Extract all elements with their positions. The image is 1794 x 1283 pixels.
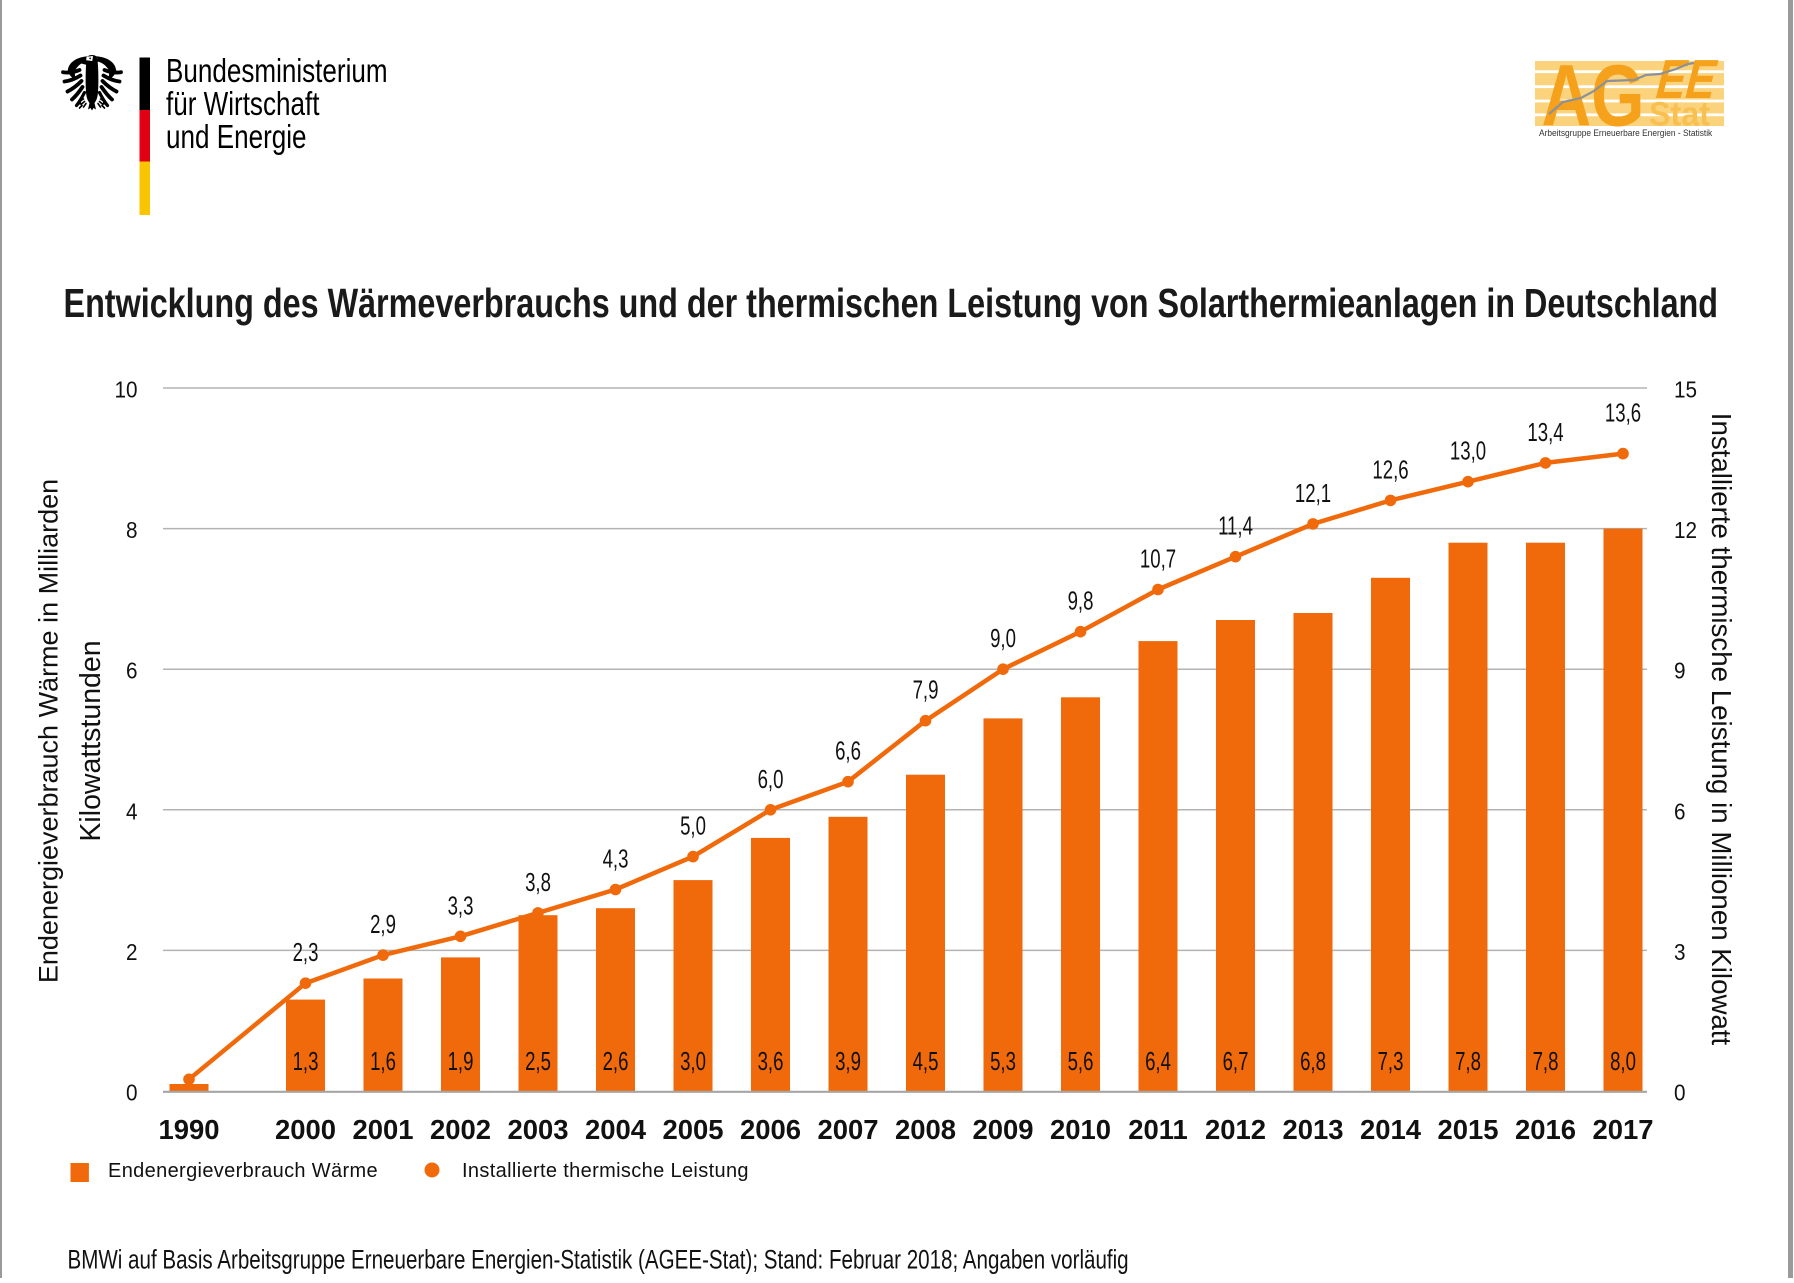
svg-text:5,3: 5,3 bbox=[990, 1047, 1016, 1076]
svg-text:2011: 2011 bbox=[1128, 1114, 1188, 1145]
svg-text:Arbeitsgruppe Erneuerbare Ener: Arbeitsgruppe Erneuerbare Energien - Sta… bbox=[1539, 128, 1713, 138]
svg-text:7,9: 7,9 bbox=[913, 676, 939, 705]
svg-text:2002: 2002 bbox=[430, 1114, 491, 1145]
svg-text:Entwicklung des Wärmeverbrauch: Entwicklung des Wärmeverbrauchs und der … bbox=[64, 280, 1719, 326]
svg-text:2012: 2012 bbox=[1205, 1114, 1266, 1145]
svg-text:2015: 2015 bbox=[1437, 1114, 1498, 1145]
svg-text:3: 3 bbox=[1674, 939, 1686, 965]
svg-text:2,3: 2,3 bbox=[293, 938, 319, 967]
svg-text:2001: 2001 bbox=[352, 1114, 413, 1145]
svg-text:2: 2 bbox=[126, 939, 138, 965]
svg-text:BMWi auf Basis Arbeitsgruppe E: BMWi auf Basis Arbeitsgruppe Erneuerbare… bbox=[68, 1245, 1129, 1275]
svg-text:Bundesministerium: Bundesministerium bbox=[166, 53, 388, 90]
svg-text:8: 8 bbox=[126, 517, 138, 543]
svg-text:2000: 2000 bbox=[275, 1114, 336, 1145]
svg-text:0: 0 bbox=[126, 1079, 138, 1105]
svg-text:5,6: 5,6 bbox=[1068, 1047, 1094, 1076]
svg-text:6,7: 6,7 bbox=[1223, 1047, 1249, 1076]
svg-text:und Energie: und Energie bbox=[166, 119, 307, 156]
svg-text:15: 15 bbox=[1674, 376, 1697, 402]
svg-text:für Wirtschaft: für Wirtschaft bbox=[166, 86, 320, 123]
svg-text:8,0: 8,0 bbox=[1610, 1047, 1636, 1076]
svg-text:2,9: 2,9 bbox=[370, 910, 396, 939]
svg-text:13,6: 13,6 bbox=[1605, 399, 1641, 428]
svg-text:6: 6 bbox=[126, 658, 138, 684]
svg-text:6: 6 bbox=[1674, 798, 1686, 824]
svg-text:2010: 2010 bbox=[1050, 1114, 1111, 1145]
svg-text:6,6: 6,6 bbox=[835, 737, 861, 766]
svg-text:5,0: 5,0 bbox=[680, 812, 706, 841]
svg-text:3,0: 3,0 bbox=[680, 1047, 706, 1076]
svg-text:2004: 2004 bbox=[585, 1114, 647, 1145]
svg-text:6,0: 6,0 bbox=[758, 765, 784, 794]
svg-text:1,9: 1,9 bbox=[448, 1047, 474, 1076]
svg-text:2016: 2016 bbox=[1515, 1114, 1576, 1145]
svg-text:AG: AG bbox=[1541, 47, 1644, 145]
svg-text:3,8: 3,8 bbox=[525, 868, 551, 897]
svg-text:Endenergieverbrauch Wärme: Endenergieverbrauch Wärme bbox=[108, 1160, 378, 1182]
svg-text:2008: 2008 bbox=[895, 1114, 956, 1145]
svg-text:6,8: 6,8 bbox=[1300, 1047, 1326, 1076]
svg-text:Installierte thermische Leistu: Installierte thermische Leistung in Mill… bbox=[1706, 413, 1737, 1046]
svg-text:2005: 2005 bbox=[662, 1114, 723, 1145]
svg-text:4: 4 bbox=[126, 798, 138, 824]
svg-text:Endenergieverbrauch Wärme in M: Endenergieverbrauch Wärme in Milliarden bbox=[34, 479, 64, 983]
svg-text:13,4: 13,4 bbox=[1527, 418, 1563, 447]
svg-text:2017: 2017 bbox=[1592, 1114, 1653, 1145]
svg-text:13,0: 13,0 bbox=[1450, 437, 1486, 466]
svg-text:9,0: 9,0 bbox=[990, 624, 1016, 653]
svg-text:10,7: 10,7 bbox=[1140, 545, 1176, 574]
svg-text:0: 0 bbox=[1674, 1079, 1686, 1105]
svg-text:4,5: 4,5 bbox=[913, 1047, 939, 1076]
svg-text:7,8: 7,8 bbox=[1455, 1047, 1481, 1076]
svg-text:3,3: 3,3 bbox=[448, 891, 474, 920]
svg-text:12: 12 bbox=[1674, 517, 1697, 543]
svg-text:Installierte thermische Leistu: Installierte thermische Leistung bbox=[462, 1160, 749, 1182]
svg-text:Stat: Stat bbox=[1649, 96, 1710, 134]
svg-text:9: 9 bbox=[1674, 658, 1686, 684]
svg-text:1,6: 1,6 bbox=[370, 1047, 396, 1076]
svg-text:1990: 1990 bbox=[158, 1114, 219, 1145]
svg-text:2,5: 2,5 bbox=[525, 1047, 551, 1076]
svg-text:2003: 2003 bbox=[507, 1114, 568, 1145]
svg-text:2006: 2006 bbox=[740, 1114, 801, 1145]
svg-text:7,3: 7,3 bbox=[1378, 1047, 1404, 1076]
svg-text:9,8: 9,8 bbox=[1068, 587, 1094, 616]
svg-text:7,8: 7,8 bbox=[1533, 1047, 1559, 1076]
svg-text:6,4: 6,4 bbox=[1145, 1047, 1171, 1076]
svg-text:2009: 2009 bbox=[972, 1114, 1033, 1145]
svg-text:12,6: 12,6 bbox=[1372, 456, 1408, 485]
svg-text:2,6: 2,6 bbox=[603, 1047, 629, 1076]
svg-text:Kilowattstunden: Kilowattstunden bbox=[75, 640, 107, 841]
svg-text:4,3: 4,3 bbox=[603, 845, 629, 874]
svg-text:10: 10 bbox=[114, 376, 137, 402]
svg-text:2014: 2014 bbox=[1360, 1114, 1422, 1145]
svg-text:2013: 2013 bbox=[1282, 1114, 1343, 1145]
svg-text:1,3: 1,3 bbox=[293, 1047, 319, 1076]
svg-text:2007: 2007 bbox=[817, 1114, 878, 1145]
svg-text:3,6: 3,6 bbox=[758, 1047, 784, 1076]
svg-text:12,1: 12,1 bbox=[1295, 479, 1331, 508]
svg-text:3,9: 3,9 bbox=[835, 1047, 861, 1076]
svg-text:11,4: 11,4 bbox=[1218, 512, 1253, 541]
